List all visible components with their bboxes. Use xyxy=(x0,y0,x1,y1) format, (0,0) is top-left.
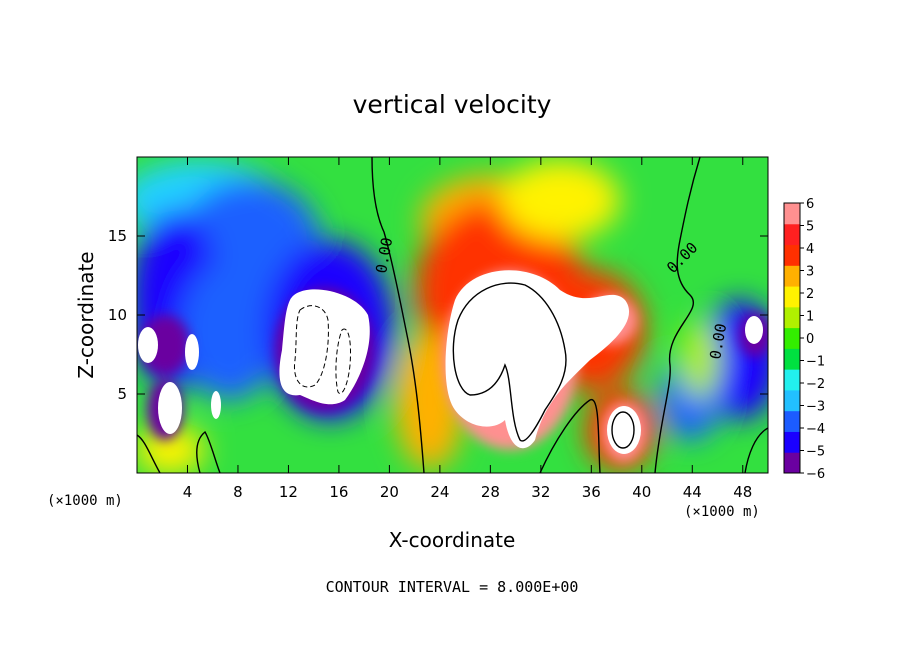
colorbar-segment xyxy=(784,203,800,225)
heatmap-field xyxy=(137,157,768,473)
contour-label: 0.00 xyxy=(372,236,396,275)
x-tick-label: 40 xyxy=(632,483,651,501)
colorbar-label: −3 xyxy=(806,400,825,415)
x-axis-label: X-coordinate xyxy=(389,528,516,552)
colorbar-segment xyxy=(784,223,800,246)
contour-label: 0.00 xyxy=(706,322,730,361)
colorbar-label: 5 xyxy=(806,220,814,235)
colorbar-label: −1 xyxy=(806,355,825,370)
colorbar-label: 3 xyxy=(806,265,814,280)
colorbar-segment xyxy=(784,410,800,432)
x-unit-label-left: (×1000 m) xyxy=(47,493,123,509)
colorbar-label: −2 xyxy=(806,377,825,392)
colorbar-segment xyxy=(784,389,800,412)
x-tick-label: 12 xyxy=(279,483,298,501)
colorbar-segment xyxy=(784,286,800,308)
colorbar-label: 4 xyxy=(806,242,814,257)
x-tick-label: 36 xyxy=(582,483,601,501)
colorbar-segment xyxy=(784,306,800,329)
x-tick-label: 48 xyxy=(733,483,752,501)
contour-interval-note: CONTOUR INTERVAL = 8.000E+00 xyxy=(326,578,579,596)
colorbar-segment xyxy=(784,348,800,370)
y-axis-label: Z-coordinate xyxy=(74,251,98,378)
colorbar-label: 0 xyxy=(806,332,814,347)
colorbar-label: 2 xyxy=(806,287,814,302)
x-tick-label: 8 xyxy=(233,483,243,501)
colorbar-segment xyxy=(784,327,800,349)
colorbar-segment xyxy=(784,244,800,266)
y-tick-label: 15 xyxy=(108,227,127,245)
y-tick-label: 10 xyxy=(108,306,127,324)
x-tick-label: 28 xyxy=(481,483,500,501)
colorbar-segment xyxy=(784,431,800,453)
y-tick-label: 5 xyxy=(117,385,127,403)
colorbar-label: −6 xyxy=(806,467,825,482)
chart-title: vertical velocity xyxy=(353,90,552,119)
colorbar: 6 5 4 3 2 1 0 −1 −2 −3 −4 −5 −6 xyxy=(783,197,825,482)
x-tick-label: 32 xyxy=(531,483,550,501)
contour-lines xyxy=(137,157,768,473)
colorbar-label: −4 xyxy=(806,422,825,437)
colorbar-segment xyxy=(784,265,800,287)
x-tick-label: 24 xyxy=(430,483,449,501)
x-tick-label: 4 xyxy=(183,483,193,501)
x-tick-label: 16 xyxy=(329,483,348,501)
colorbar-label: −5 xyxy=(806,445,825,460)
x-unit-label-right: (×1000 m) xyxy=(684,504,760,520)
colorbar-label: 6 xyxy=(806,197,814,212)
x-tick-label: 20 xyxy=(380,483,399,501)
colorbar-segment xyxy=(784,452,800,474)
x-tick-label: 44 xyxy=(683,483,702,501)
colorbar-segment xyxy=(784,369,800,391)
colorbar-label: 1 xyxy=(806,310,814,325)
